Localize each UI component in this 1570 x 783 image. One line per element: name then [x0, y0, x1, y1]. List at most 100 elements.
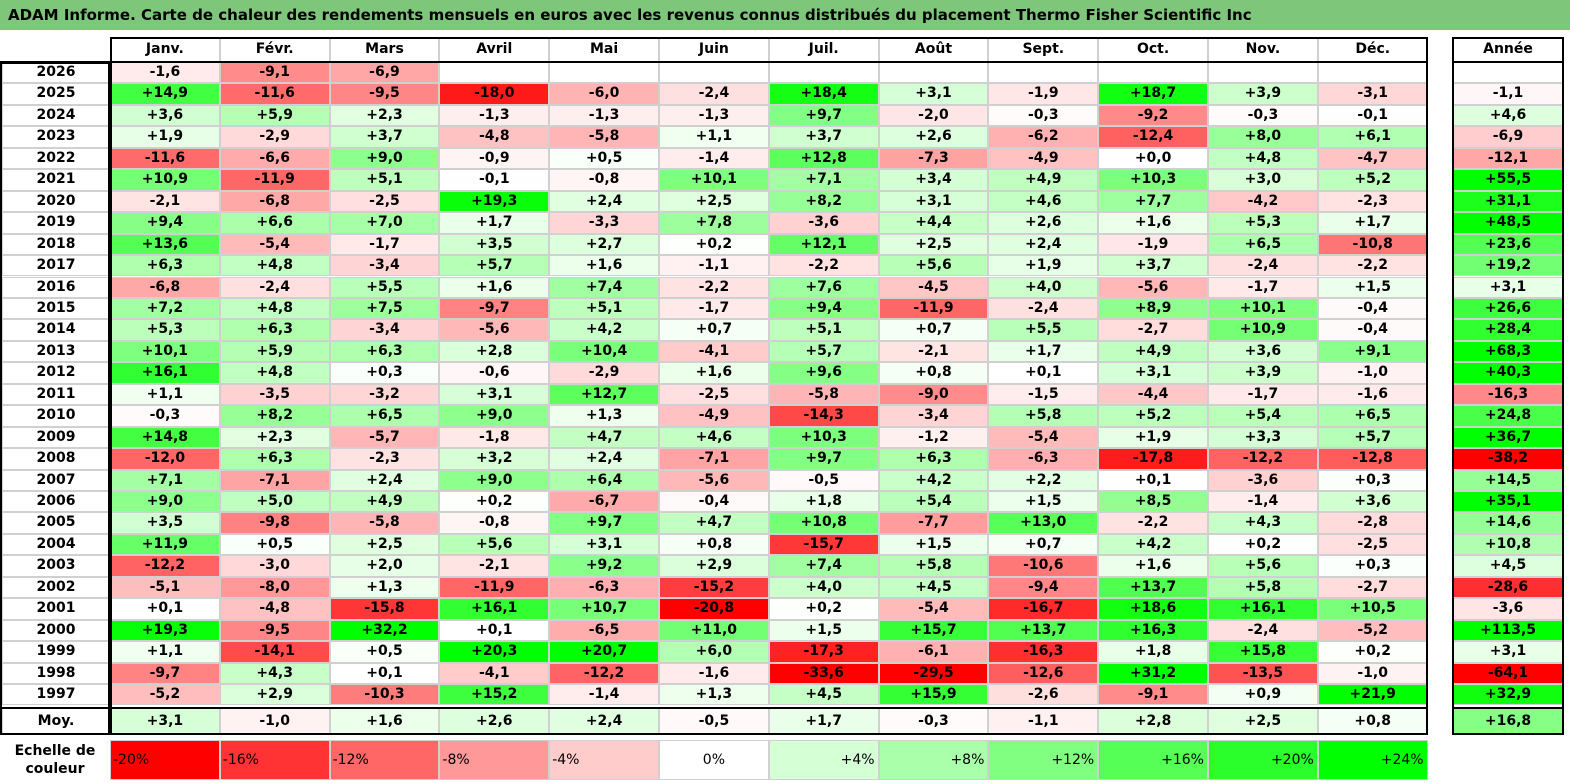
heatmap-cell: +1,3	[549, 405, 659, 427]
heatmap-cell: -5,2	[110, 684, 220, 706]
heatmap-cell: +0,1	[329, 662, 440, 685]
heatmap-cell: -0,3	[988, 104, 1099, 127]
heatmap-cell: +0,7	[988, 533, 1099, 556]
year-label: 1999	[2, 641, 110, 663]
heatmap-cell: +2,9	[219, 684, 330, 706]
year-label: 2003	[2, 555, 110, 577]
heatmap-cell: +0,1	[110, 598, 220, 620]
heatmap-cell: +5,5	[988, 319, 1099, 341]
heatmap-cell: +6,3	[878, 448, 989, 470]
annual-cell: +55,5	[1452, 169, 1564, 191]
heatmap-cell: -33,6	[768, 662, 879, 685]
heatmap-cell: +6,3	[329, 340, 440, 363]
heatmap-cell: +8,5	[1098, 491, 1208, 513]
heatmap-cell: -5,4	[878, 598, 989, 620]
month-header: Nov.	[1208, 37, 1318, 62]
heatmap-cell: +9,4	[110, 212, 220, 234]
heatmap-cell: +16,3	[1098, 619, 1208, 642]
heatmap-cell: +16,1	[110, 362, 220, 384]
average-cell: +3,1	[110, 707, 220, 735]
heatmap-cell: -2,4	[1208, 255, 1318, 277]
heatmap-cell	[878, 62, 989, 84]
heatmap-cell: -1,5	[988, 383, 1099, 406]
heatmap-cell: -9,4	[988, 576, 1099, 599]
year-label: 2015	[2, 297, 110, 320]
month-header: Mai	[549, 37, 659, 62]
average-cell: +1,7	[768, 707, 879, 735]
heatmap-cell: +18,6	[1098, 598, 1208, 620]
annual-cell: +36,7	[1452, 426, 1564, 449]
heatmap-cell: +1,8	[1098, 641, 1208, 663]
heatmap-cell: +2,4	[549, 190, 659, 213]
heatmap-cell: -6,1	[878, 641, 989, 663]
heatmap-cell: +4,9	[329, 491, 440, 513]
heatmap-cell: +4,8	[219, 297, 330, 320]
heatmap-cell: -4,4	[1098, 383, 1208, 406]
heatmap-cell: -5,8	[549, 126, 659, 148]
heatmap-cell: +0,3	[1317, 555, 1428, 577]
heatmap-cell: -17,8	[1098, 448, 1208, 470]
annual-cell: -16,3	[1452, 383, 1564, 406]
heatmap-cell: -10,8	[1317, 233, 1428, 256]
heatmap-cell: +3,7	[1098, 255, 1208, 277]
annual-cell: -64,1	[1452, 662, 1564, 685]
color-scale-stop: +20%	[1208, 740, 1318, 780]
annual-cell	[1452, 62, 1564, 84]
heatmap-cell: +9,0	[110, 491, 220, 513]
heatmap-cell: +6,0	[659, 641, 769, 663]
heatmap-cell: -1,7	[1208, 276, 1318, 298]
heatmap-cell: +2,6	[878, 126, 989, 148]
heatmap-cell: -9,7	[439, 297, 550, 320]
month-header: Août	[878, 37, 989, 62]
heatmap-cell: +5,5	[329, 276, 440, 298]
heatmap-cell: +8,2	[219, 405, 330, 427]
heatmap-cell: -1,6	[110, 62, 220, 84]
annual-cell: +24,8	[1452, 405, 1564, 427]
heatmap-cell: +3,9	[1208, 362, 1318, 384]
heatmap-cell: +9,0	[439, 405, 550, 427]
heatmap-cell	[768, 62, 879, 84]
annual-cell: +14,5	[1452, 469, 1564, 491]
heatmap-cell: +5,4	[1208, 405, 1318, 427]
heatmap-cell: +4,6	[988, 190, 1099, 213]
heatmap-cell: +10,9	[110, 169, 220, 191]
heatmap-cell: -2,0	[878, 104, 989, 127]
heatmap-cell: +3,6	[110, 104, 220, 127]
heatmap-cell: +1,6	[659, 362, 769, 384]
heatmap-cell: +10,5	[1317, 598, 1428, 620]
heatmap-cell: -0,4	[1317, 297, 1428, 320]
heatmap-cell: +4,3	[219, 662, 330, 685]
heatmap-cell: +1,6	[1098, 555, 1208, 577]
heatmap-cell: -12,0	[110, 448, 220, 470]
heatmap-cell: +4,9	[988, 169, 1099, 191]
heatmap-cell: +0,5	[549, 147, 659, 170]
year-label: 2005	[2, 512, 110, 534]
heatmap-cell: +1,5	[1317, 276, 1428, 298]
year-label: 2006	[2, 491, 110, 513]
heatmap-cell: +5,2	[1317, 169, 1428, 191]
heatmap-cell: -9,5	[219, 619, 330, 642]
heatmap-cell: +0,2	[768, 598, 879, 620]
heatmap-cell: +4,9	[1098, 340, 1208, 363]
year-label: 2009	[2, 426, 110, 449]
heatmap-cell: +5,9	[219, 104, 330, 127]
heatmap-cell: +6,5	[329, 405, 440, 427]
heatmap-cell: -4,1	[659, 340, 769, 363]
annual-cell: -1,1	[1452, 83, 1564, 105]
year-label: 2026	[2, 62, 110, 84]
heatmap-cell: +9,7	[768, 104, 879, 127]
year-label: 2018	[2, 233, 110, 256]
heatmap-cell: +0,8	[659, 533, 769, 556]
heatmap-cell: -2,7	[1098, 319, 1208, 341]
heatmap-cell: -0,5	[768, 469, 879, 491]
heatmap-cell: +5,2	[1098, 405, 1208, 427]
heatmap-cell: +2,0	[329, 555, 440, 577]
color-scale-stop: +4%	[768, 740, 879, 780]
month-header: Sept.	[988, 37, 1099, 62]
heatmap-cell: -1,7	[659, 297, 769, 320]
heatmap-cell: -3,5	[219, 383, 330, 406]
heatmap-cell: -2,4	[988, 297, 1099, 320]
heatmap-cell	[1317, 62, 1428, 84]
heatmap-cell: -2,2	[1098, 512, 1208, 534]
header-divider	[1452, 61, 1564, 63]
